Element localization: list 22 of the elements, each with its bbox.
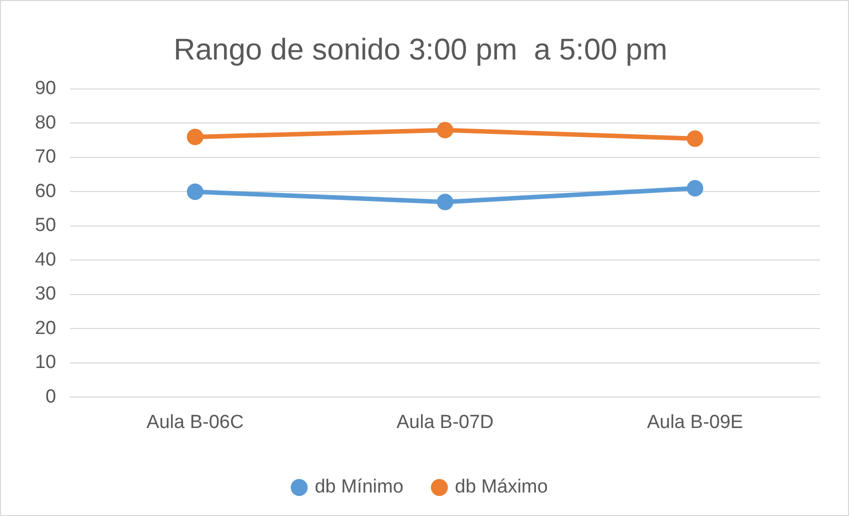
y-tick-label: 90 <box>34 78 56 100</box>
y-tick-label: 10 <box>34 352 56 374</box>
y-tick-label: 70 <box>34 146 56 168</box>
y-tick-label: 40 <box>34 249 56 270</box>
x-tick-label: Aula B-06C <box>146 412 244 433</box>
y-tick-label: 20 <box>34 318 56 339</box>
point <box>186 128 204 146</box>
y-tick-label: 50 <box>34 215 56 236</box>
y-tick-label: 60 <box>34 180 56 202</box>
point <box>436 122 454 138</box>
y-tick-label: 30 <box>34 284 56 305</box>
legend-label: db Máximo <box>454 476 548 498</box>
y-tick-label: 0 <box>46 386 56 408</box>
chart-title: Rango de sonido 3:00 pm a 5:00 pm <box>174 33 668 66</box>
point <box>686 130 704 147</box>
point <box>436 194 454 210</box>
x-tick-label: Aula B-09E <box>646 412 744 433</box>
point <box>686 180 704 197</box>
x-tick-label: Aula B-07D <box>396 412 494 433</box>
legend-label: db Mínimo <box>314 476 404 498</box>
y-tick-label: 80 <box>34 112 56 134</box>
point <box>186 183 204 200</box>
